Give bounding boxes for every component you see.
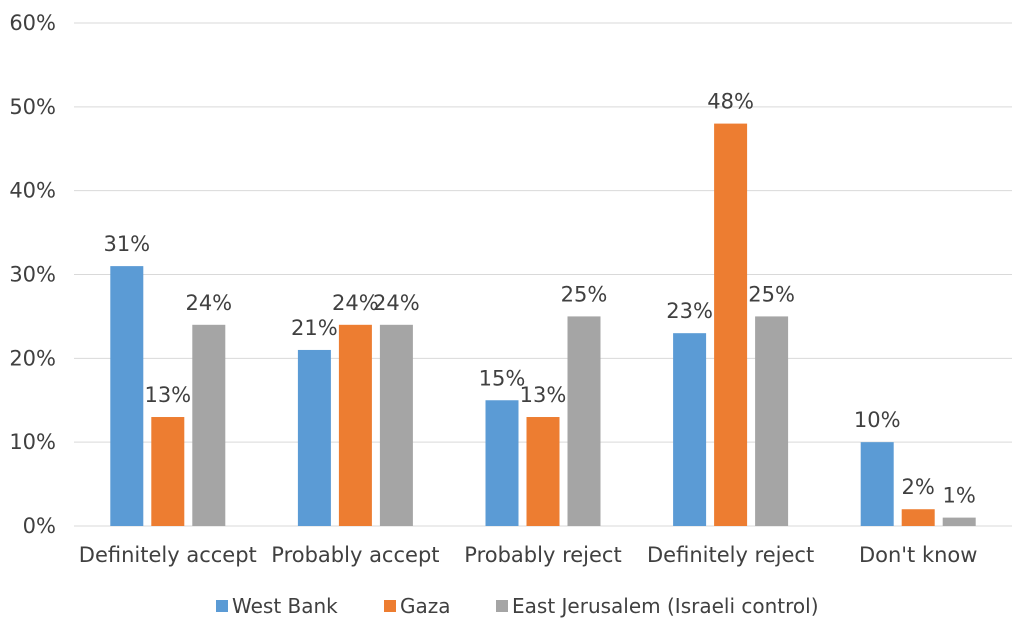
data-label-1-2: 24% (373, 291, 420, 315)
bar-0-2 (192, 324, 226, 526)
legend-label: West Bank (232, 594, 338, 618)
data-label-0-1: 13% (144, 383, 191, 407)
bar-1-1 (338, 324, 372, 526)
data-label-1-1: 24% (332, 291, 379, 315)
x-axis-categories: Definitely accept Probably accept Probably… (79, 543, 978, 567)
bar-3-2 (755, 316, 789, 526)
data-label-0-0: 31% (103, 232, 150, 256)
data-label-2-1: 13% (520, 383, 567, 407)
y-tick-label: 30% (9, 263, 56, 287)
legend-label: Gaza (400, 594, 451, 618)
data-label-4-1: 2% (902, 475, 935, 499)
category-label: Probably accept (271, 543, 439, 567)
y-axis-ticks: 0% 10% 20% 30% 40% 50% 60% (9, 11, 56, 538)
category-label: Definitely reject (647, 543, 814, 567)
bars (110, 123, 976, 526)
legend-swatch (496, 600, 508, 612)
bar-3-1 (714, 123, 748, 526)
bar-4-2 (942, 517, 976, 526)
legend: West Bank Gaza East Jerusalem (Israeli con… (216, 594, 819, 618)
data-label-4-2: 1% (943, 484, 976, 508)
bar-2-1 (526, 417, 560, 526)
bar-4-0 (860, 442, 894, 526)
data-labels: 31%13%24%21%24%24%15%13%25%23%48%25%10%2… (103, 90, 975, 508)
data-label-2-0: 15% (479, 366, 526, 390)
y-tick-label: 40% (9, 179, 56, 203)
data-label-1-0: 21% (291, 316, 338, 340)
y-tick-label: 50% (9, 95, 56, 119)
data-label-2-2: 25% (561, 282, 608, 306)
gridlines (74, 22, 1012, 527)
y-tick-label: 60% (9, 11, 56, 35)
category-label: Don't know (859, 543, 978, 567)
legend-swatch (216, 600, 228, 612)
legend-label: East Jerusalem (Israeli control) (512, 594, 819, 618)
data-label-0-2: 24% (185, 291, 232, 315)
bar-0-1 (151, 417, 185, 526)
data-label-3-2: 25% (748, 282, 795, 306)
data-label-3-0: 23% (666, 299, 713, 323)
y-tick-label: 10% (9, 430, 56, 454)
data-label-4-0: 10% (854, 408, 901, 432)
bar-1-2 (379, 324, 413, 526)
legend-swatch (384, 600, 396, 612)
bar-3-0 (673, 333, 707, 526)
bar-4-1 (901, 509, 935, 526)
y-tick-label: 20% (9, 346, 56, 370)
bar-2-2 (567, 316, 601, 526)
y-tick-label: 0% (23, 514, 56, 538)
data-label-3-1: 48% (707, 90, 754, 114)
bar-0-0 (110, 266, 144, 526)
category-label: Definitely accept (79, 543, 257, 567)
bar-1-0 (297, 349, 331, 526)
category-label: Probably reject (464, 543, 621, 567)
bar-2-0 (485, 400, 519, 526)
